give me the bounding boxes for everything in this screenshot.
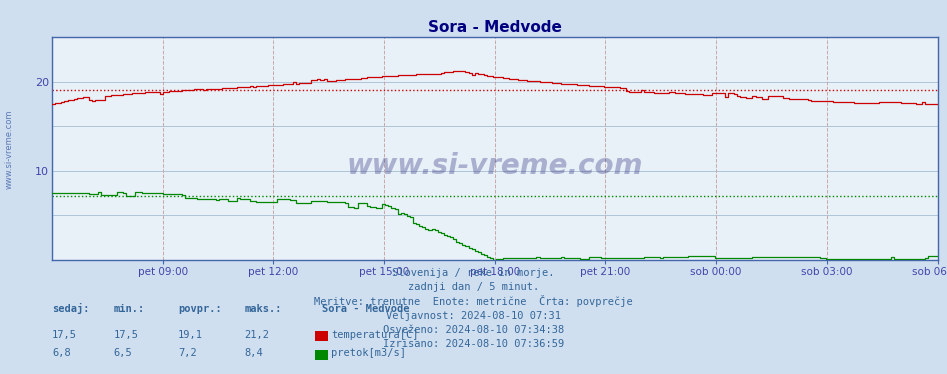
Text: pretok[m3/s]: pretok[m3/s] xyxy=(331,349,406,358)
Text: Meritve: trenutne  Enote: metrične  Črta: povprečje: Meritve: trenutne Enote: metrične Črta: … xyxy=(314,295,633,307)
Text: Sora - Medvode: Sora - Medvode xyxy=(322,304,409,313)
Text: maks.:: maks.: xyxy=(244,304,282,313)
Text: zadnji dan / 5 minut.: zadnji dan / 5 minut. xyxy=(408,282,539,292)
Text: www.si-vreme.com: www.si-vreme.com xyxy=(347,153,643,181)
Text: Osveženo: 2024-08-10 07:34:38: Osveženo: 2024-08-10 07:34:38 xyxy=(383,325,564,335)
Text: Slovenija / reke in morje.: Slovenija / reke in morje. xyxy=(392,268,555,278)
Text: Izrisano: 2024-08-10 07:36:59: Izrisano: 2024-08-10 07:36:59 xyxy=(383,339,564,349)
Text: Veljavnost: 2024-08-10 07:31: Veljavnost: 2024-08-10 07:31 xyxy=(386,311,561,321)
Text: sedaj:: sedaj: xyxy=(52,303,90,314)
Text: temperatura[C]: temperatura[C] xyxy=(331,330,419,340)
Title: Sora - Medvode: Sora - Medvode xyxy=(428,20,562,35)
Text: 17,5: 17,5 xyxy=(52,330,77,340)
Text: 7,2: 7,2 xyxy=(178,349,197,358)
Text: min.:: min.: xyxy=(114,304,145,313)
Text: 21,2: 21,2 xyxy=(244,330,269,340)
Text: 19,1: 19,1 xyxy=(178,330,203,340)
Text: 8,4: 8,4 xyxy=(244,349,263,358)
Text: povpr.:: povpr.: xyxy=(178,304,222,313)
Text: www.si-vreme.com: www.si-vreme.com xyxy=(5,110,14,189)
Text: 6,8: 6,8 xyxy=(52,349,71,358)
Text: 17,5: 17,5 xyxy=(114,330,138,340)
Text: 6,5: 6,5 xyxy=(114,349,133,358)
